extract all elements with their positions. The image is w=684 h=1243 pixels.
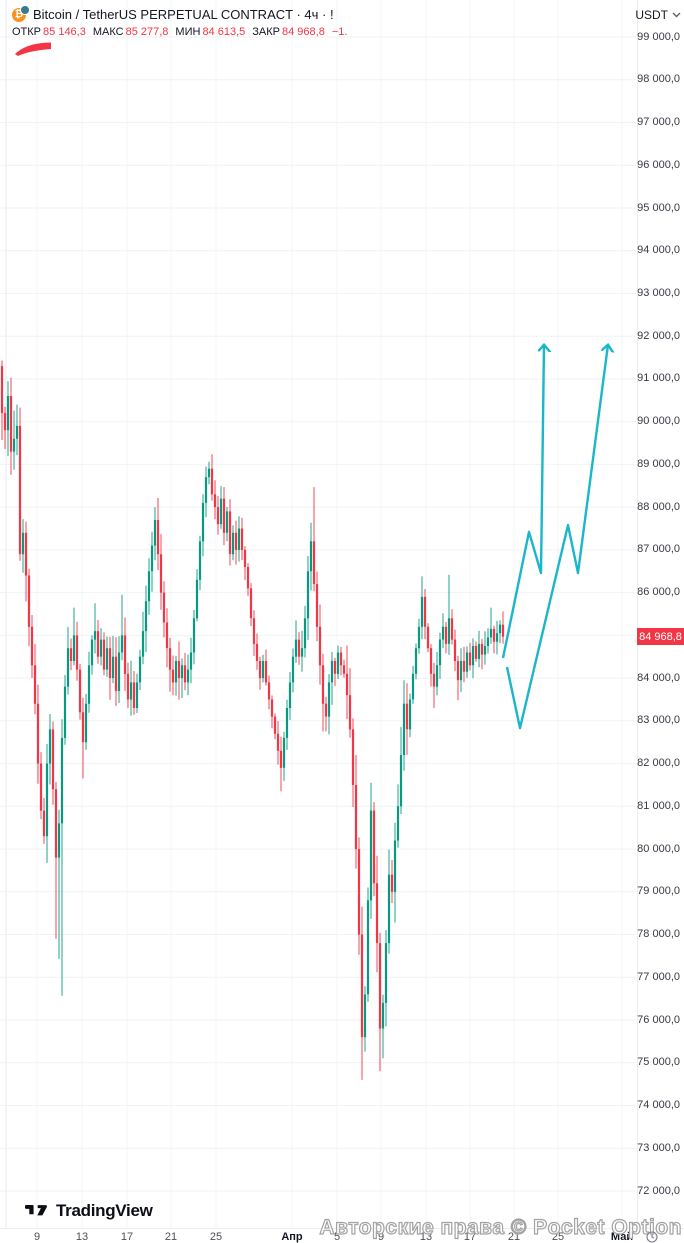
price-tick-label: 98 000,0 [637, 73, 680, 86]
trend-arrow-drawing[interactable] [505, 345, 608, 730]
price-tick-label: 82 000,0 [637, 757, 680, 770]
price-tick-label: 84 000,0 [637, 671, 680, 684]
price-tick-label: 86 000,0 [637, 586, 680, 599]
symbol-title[interactable]: Bitcoin / TetherUS PERPETUAL CONTRACT · … [33, 7, 334, 22]
price-tick-label: 99 000,0 [637, 30, 680, 43]
time-tick-label: 21 [507, 1231, 521, 1243]
price-tick-label: 75 000,0 [637, 1056, 680, 1069]
ohlc-close-label: ЗАКР [252, 26, 280, 38]
tradingview-logo[interactable]: TradingView [24, 1201, 153, 1221]
price-tick-label: 87 000,0 [637, 543, 680, 556]
currency-selector[interactable]: USDT [635, 8, 681, 22]
price-tick-label: 76 000,0 [637, 1013, 680, 1026]
chevron-down-icon [672, 12, 681, 18]
time-tick-label: 25 [209, 1231, 223, 1243]
price-tick-label: 96 000,0 [637, 158, 680, 171]
clock-icon[interactable] [646, 1230, 658, 1243]
price-tick-label: 79 000,0 [637, 885, 680, 898]
ohlc-low-value: 84 613,5 [202, 26, 246, 38]
candles [0, 360, 505, 1080]
price-tick-label: 81 000,0 [637, 799, 680, 812]
last-price-tag: 84 968,8 [637, 628, 684, 646]
time-tick-label: 17 [463, 1231, 477, 1243]
price-tick-label: 77 000,0 [637, 970, 680, 983]
price-tick-label: 74 000,0 [637, 1099, 680, 1111]
price-tick-label: 80 000,0 [637, 842, 680, 855]
drawings[interactable] [15, 42, 608, 730]
ohlc-high-value: 85 277,8 [125, 26, 169, 38]
bitcoin-icon: ₿ [12, 5, 30, 22]
price-tick-label: 78 000,0 [637, 928, 680, 940]
ohlc-change-value: −1. [331, 26, 348, 38]
ohlc-high-label: МАКС [92, 26, 124, 38]
time-axis[interactable]: 9 13 17 21 25 Апр 5 9 13 17 21 25 Май [0, 1228, 684, 1243]
ohlc-open-value: 85 146,3 [43, 26, 86, 38]
price-tick-label: 93 000,0 [637, 286, 680, 299]
red-marker-drawing[interactable] [15, 42, 51, 57]
time-tick-label: 13 [419, 1231, 433, 1243]
trend-arrow-drawing[interactable] [501, 345, 544, 659]
symbol-row[interactable]: ₿ Bitcoin / TetherUS PERPETUAL CONTRACT … [12, 5, 347, 22]
time-tick-label: 17 [120, 1231, 134, 1243]
price-tick-label: 97 000,0 [637, 116, 680, 128]
price-axis[interactable]: 99 000,0 98 000,0 97 000,0 96 000,0 95 000,0… [637, 0, 684, 1228]
price-tick-label: 94 000,0 [637, 244, 680, 257]
price-tick-label: 72 000,0 [637, 1184, 680, 1197]
grid-lines [0, 0, 636, 1228]
price-tick-label: 95 000,0 [637, 201, 680, 214]
price-tick-label: 90 000,0 [637, 415, 680, 428]
time-tick-label: 5 [333, 1231, 341, 1243]
ohlc-close-value: 84 968,8 [282, 26, 325, 38]
price-tick-label: 92 000,0 [637, 329, 680, 342]
price-tick-label: 91 000,0 [637, 372, 680, 385]
price-tick-label: 83 000,0 [637, 714, 680, 727]
time-tick-label: 9 [33, 1231, 41, 1243]
ohlc-open-label: ОТКР [12, 26, 42, 38]
time-tick-label: 21 [164, 1231, 178, 1243]
tradingview-logo-text: TradingView [56, 1201, 153, 1220]
symbol-legend: ₿ Bitcoin / TetherUS PERPETUAL CONTRACT … [12, 5, 347, 38]
time-tick-label: 9 [377, 1231, 385, 1243]
tradingview-mark-icon [25, 1204, 47, 1215]
ohlc-row: ОТКР 85 146,3 МАКС 85 277,8 МИН 84 613,5 ЗА… [12, 26, 347, 38]
ohlc-low-label: МИН [175, 26, 201, 38]
price-tick-label: 73 000,0 [637, 1141, 680, 1154]
time-tick-label: 25 [551, 1231, 565, 1243]
price-tick-label: 88 000,0 [637, 500, 680, 513]
currency-label: USDT [635, 8, 668, 22]
price-tick-label: 89 000,0 [637, 457, 680, 470]
time-tick-label: Май [610, 1231, 634, 1243]
time-tick-label: Апр [281, 1231, 303, 1243]
time-tick-label: 13 [75, 1231, 89, 1243]
